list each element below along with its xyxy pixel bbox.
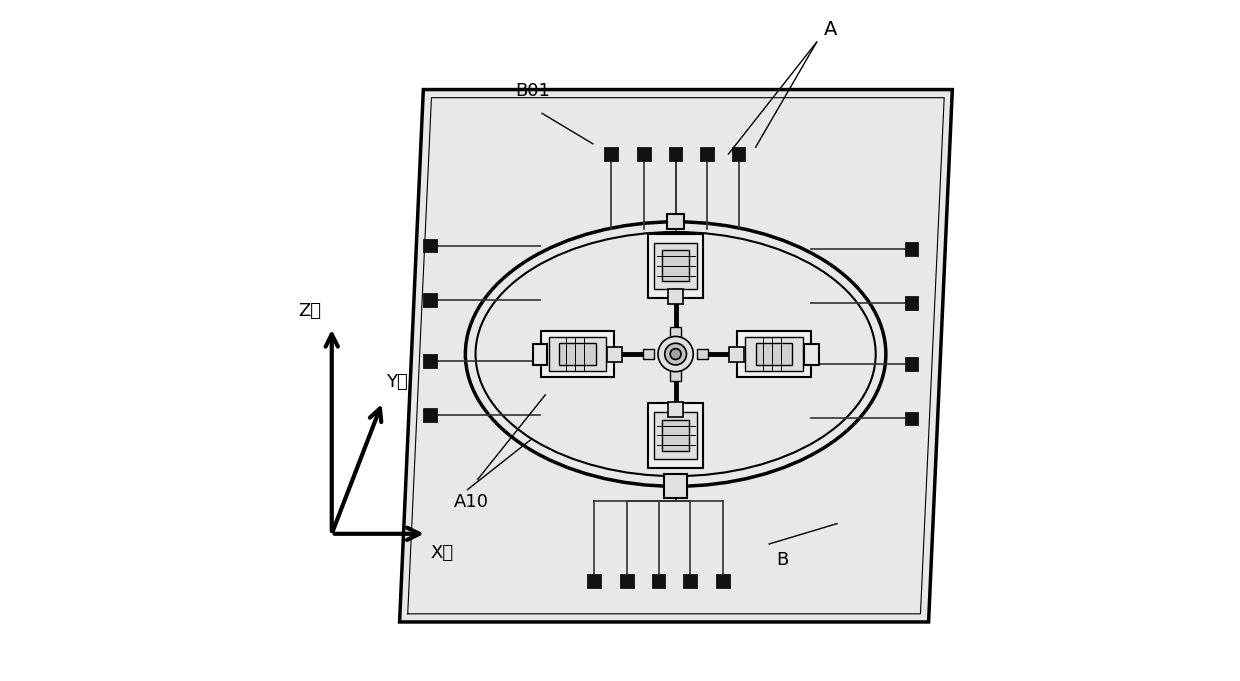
Text: A: A	[823, 20, 837, 39]
Bar	[755, 343, 792, 365]
Bar	[662, 251, 689, 281]
Text: B01: B01	[515, 82, 549, 99]
Bar	[717, 575, 730, 588]
Bar	[668, 147, 682, 161]
Bar	[532, 344, 547, 364]
Bar	[670, 327, 681, 338]
Bar	[670, 370, 681, 381]
Bar	[745, 338, 802, 370]
Text: B: B	[776, 551, 789, 569]
Bar	[738, 331, 811, 377]
Bar	[588, 575, 601, 588]
Bar	[649, 234, 703, 298]
Bar	[663, 475, 687, 498]
Bar	[620, 575, 634, 588]
Text: A10: A10	[454, 493, 489, 511]
Bar	[423, 239, 436, 253]
Bar	[559, 343, 595, 365]
Text: Z轴: Z轴	[298, 302, 321, 320]
Bar	[697, 349, 708, 360]
Bar	[668, 402, 683, 417]
Bar	[701, 147, 713, 161]
Bar	[905, 412, 919, 425]
Bar	[732, 147, 745, 161]
Bar	[667, 215, 684, 229]
Bar	[905, 358, 919, 371]
Text: X轴: X轴	[430, 544, 454, 562]
Bar	[655, 242, 697, 289]
Bar	[423, 409, 436, 422]
Bar	[652, 575, 666, 588]
Bar	[637, 147, 651, 161]
Bar	[804, 344, 818, 364]
Bar	[662, 420, 689, 451]
Text: Y轴: Y轴	[386, 373, 408, 392]
Bar	[549, 338, 606, 370]
Bar	[649, 403, 703, 468]
Bar	[905, 242, 919, 256]
Bar	[729, 347, 744, 362]
Circle shape	[670, 349, 681, 360]
Bar	[905, 296, 919, 310]
Bar	[644, 349, 653, 360]
Bar	[683, 575, 697, 588]
Bar	[423, 293, 436, 306]
Bar	[608, 347, 622, 362]
Bar	[423, 354, 436, 368]
Bar	[541, 331, 614, 377]
Bar	[668, 289, 683, 304]
Circle shape	[665, 343, 687, 365]
Circle shape	[658, 336, 693, 372]
Bar	[655, 412, 697, 458]
Polygon shape	[399, 90, 952, 622]
Bar	[604, 147, 618, 161]
